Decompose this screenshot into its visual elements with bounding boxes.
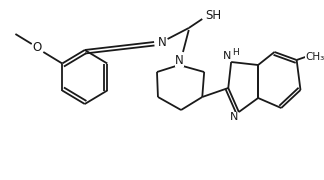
Text: SH: SH: [206, 8, 222, 21]
Text: CH₃: CH₃: [305, 52, 324, 62]
Text: N: N: [223, 51, 231, 61]
Text: N: N: [230, 112, 238, 122]
Text: N: N: [175, 53, 183, 66]
Text: H: H: [233, 48, 239, 57]
Text: O: O: [32, 40, 41, 53]
Text: N: N: [157, 35, 166, 48]
